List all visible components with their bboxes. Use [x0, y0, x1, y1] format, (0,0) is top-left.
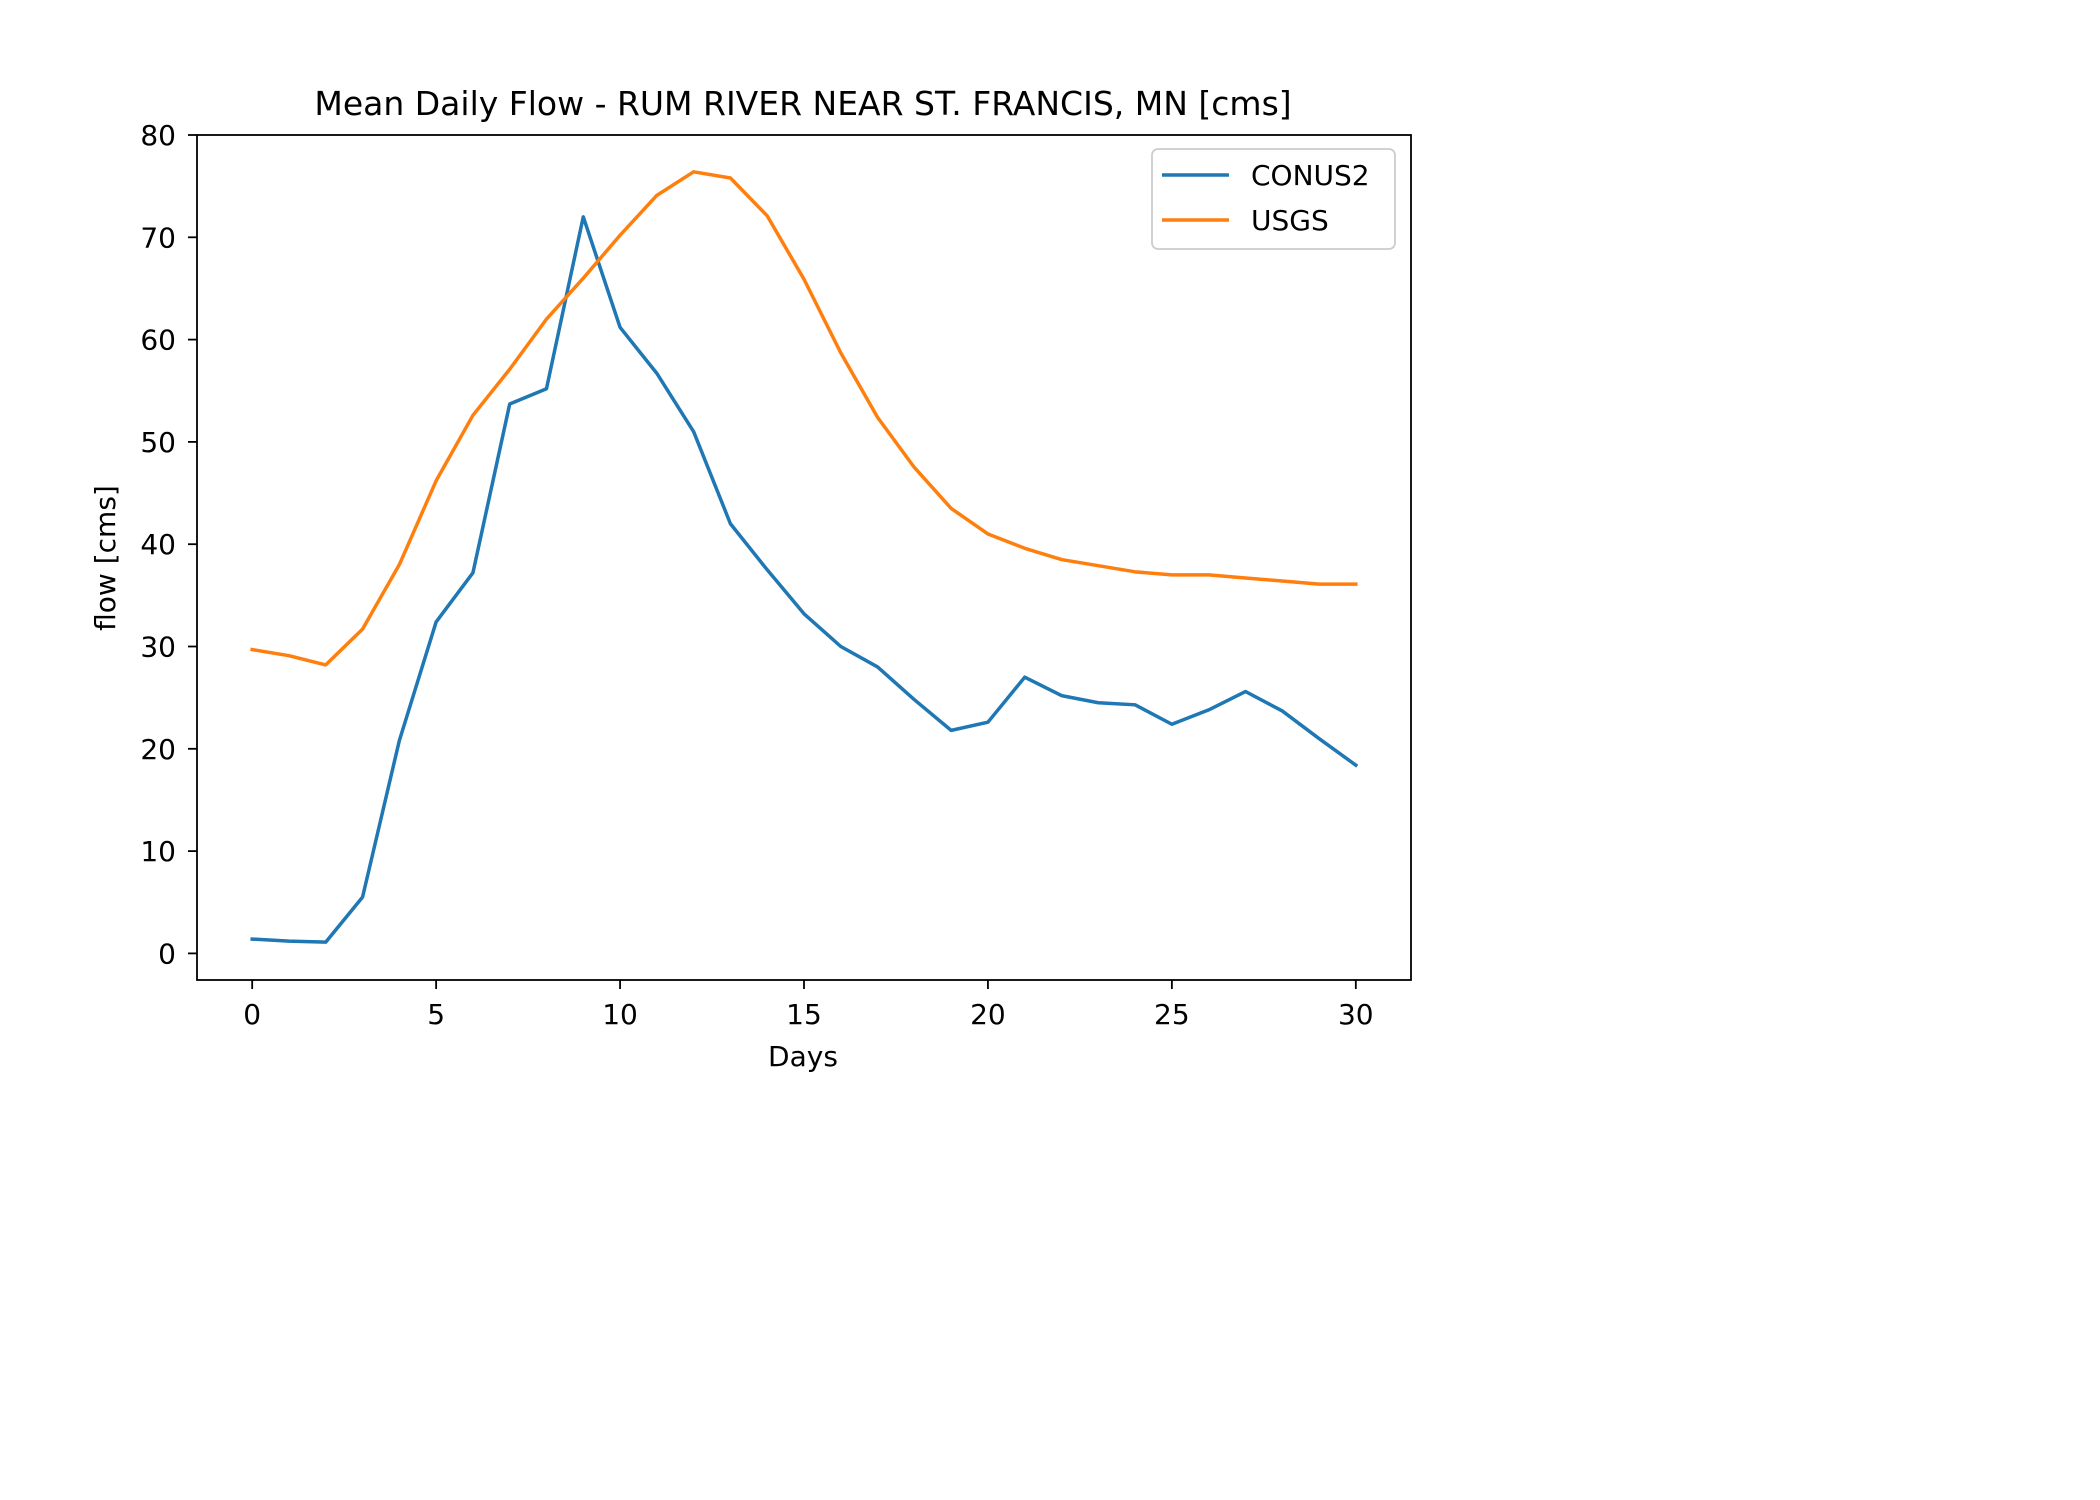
- chart-container: Mean Daily Flow - RUM RIVER NEAR ST. FRA…: [89, 84, 1412, 1073]
- y-axis-label: flow [cms]: [89, 485, 122, 631]
- series-line-conus2: [250, 215, 1359, 944]
- y-tick-label: 70: [140, 221, 176, 254]
- x-tick-label: 10: [602, 998, 638, 1031]
- y-tick-label: 10: [140, 835, 176, 868]
- chart-title: Mean Daily Flow - RUM RIVER NEAR ST. FRA…: [314, 84, 1291, 123]
- y-tick-label: 50: [140, 426, 176, 459]
- y-tick-label: 60: [140, 324, 176, 357]
- x-tick-label: 25: [1154, 998, 1190, 1031]
- x-tick-label: 30: [1338, 998, 1374, 1031]
- y-tick-label: 30: [140, 631, 176, 664]
- y-tick-label: 20: [140, 733, 176, 766]
- x-tick-label: 0: [243, 998, 261, 1031]
- series-line-usgs: [250, 170, 1358, 667]
- line-chart: Mean Daily Flow - RUM RIVER NEAR ST. FRA…: [89, 84, 1412, 1073]
- legend-label-usgs: USGS: [1251, 204, 1329, 237]
- x-tick-label: 20: [970, 998, 1006, 1031]
- plot-area: 0 5 10 15 20 25 30 0 10 20 30 40 50 60 70 80 CONUS2 USGS: [140, 119, 1412, 1031]
- x-axis-label: Days: [768, 1040, 838, 1073]
- x-tick-label: 15: [786, 998, 822, 1031]
- x-tick-label: 5: [427, 998, 445, 1031]
- legend: CONUS2 USGS: [1151, 148, 1396, 250]
- y-tick-label: 0: [158, 937, 176, 970]
- y-tick-label: 40: [140, 528, 176, 561]
- y-tick-label: 80: [140, 119, 176, 152]
- legend-label-conus2: CONUS2: [1251, 159, 1370, 192]
